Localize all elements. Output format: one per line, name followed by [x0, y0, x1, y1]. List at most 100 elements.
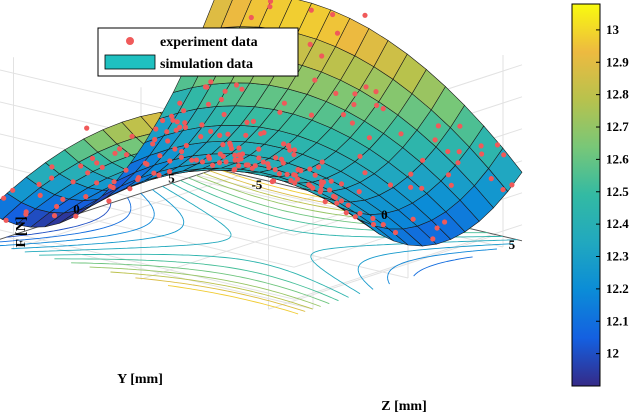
- experiment-point: [127, 186, 133, 192]
- experiment-point: [10, 187, 16, 193]
- experiment-point: [435, 123, 441, 129]
- experiment-point: [1, 195, 7, 201]
- experiment-point: [445, 148, 451, 155]
- colorbar-tick-label: 12.9: [606, 54, 629, 69]
- experiment-point: [3, 217, 9, 223]
- x-axis-label: Z [mm]: [381, 399, 427, 414]
- colorbar-tick-label: 12.7: [606, 119, 629, 134]
- colorbar: [571, 3, 601, 387]
- experiment-point: [432, 137, 438, 143]
- colorbar-tick-label: 12.1: [606, 313, 629, 328]
- experiment-point: [106, 198, 112, 204]
- experiment-point: [60, 196, 66, 202]
- experiment-point: [164, 129, 170, 135]
- experiment-point: [352, 214, 358, 220]
- experiment-point: [277, 109, 283, 115]
- experiment-point: [398, 131, 404, 137]
- experiment-point: [94, 180, 100, 186]
- colorbar-tick-label: 12.6: [606, 151, 629, 166]
- experiment-point: [333, 90, 339, 96]
- experiment-point: [445, 172, 452, 178]
- colorbar-tick-label: 12.5: [606, 184, 629, 199]
- experiment-point: [312, 172, 318, 178]
- experiment-point: [457, 123, 463, 129]
- experiment-point: [334, 200, 340, 206]
- experiment-point: [307, 166, 313, 172]
- experiment-point: [178, 154, 184, 160]
- experiment-point: [322, 199, 328, 205]
- experiment-point: [330, 11, 336, 18]
- y-tick-label: 5: [168, 171, 175, 186]
- experiment-point: [232, 157, 238, 163]
- experiment-point: [151, 170, 157, 176]
- experiment-point: [51, 213, 58, 219]
- experiment-point: [276, 171, 282, 177]
- experiment-point: [306, 182, 312, 188]
- experiment-point: [210, 162, 216, 168]
- experiment-point: [172, 146, 178, 152]
- experiment-point: [144, 161, 150, 167]
- experiment-point: [258, 131, 264, 137]
- experiment-point: [319, 159, 325, 165]
- experiment-point: [308, 112, 315, 118]
- experiment-point: [236, 163, 242, 169]
- experiment-point: [243, 132, 249, 138]
- experiment-point: [221, 111, 227, 118]
- experiment-point: [152, 136, 158, 143]
- experiment-point: [509, 182, 515, 188]
- experiment-point: [123, 152, 130, 158]
- experiment-point: [419, 185, 425, 191]
- experiment-point: [318, 187, 324, 193]
- experiment-point: [233, 82, 240, 88]
- z-axis-label: F [N]: [14, 217, 29, 248]
- experiment-point: [312, 77, 318, 83]
- experiment-point: [54, 203, 60, 210]
- experiment-point: [392, 229, 399, 236]
- experiment-point: [356, 189, 362, 195]
- experiment-point: [107, 183, 113, 189]
- experiment-point: [23, 209, 29, 215]
- experiment-point: [494, 142, 501, 148]
- experiment-point: [199, 159, 206, 165]
- experiment-point: [362, 12, 368, 18]
- contour-line: [0, 197, 473, 277]
- experiment-point: [366, 135, 372, 141]
- legend-label-experiment: experiment data: [160, 35, 258, 50]
- colorbar-tick-label: 12.4: [606, 216, 629, 231]
- contour-line: [6, 203, 112, 238]
- experiment-point: [308, 7, 314, 13]
- experiment-point: [123, 167, 129, 173]
- experiment-point: [239, 86, 245, 92]
- experiment-point: [225, 131, 231, 137]
- experiment-point: [295, 176, 301, 182]
- experiment-point: [218, 96, 224, 103]
- legend: experiment data simulation data: [97, 27, 299, 77]
- experiment-point: [448, 182, 454, 188]
- experiment-point: [340, 112, 347, 118]
- experiment-point: [85, 170, 91, 176]
- experiment-point: [183, 142, 189, 149]
- experiment-point: [478, 143, 484, 149]
- experiment-point: [136, 175, 142, 181]
- experiment-point: [153, 126, 159, 132]
- experiment-point: [49, 175, 55, 181]
- experiment-point: [129, 133, 135, 139]
- experiment-point: [434, 225, 440, 231]
- experiment-point: [220, 153, 226, 159]
- contour-line: [24, 185, 518, 295]
- experiment-point: [374, 102, 380, 108]
- experiment-point: [94, 160, 100, 166]
- contour-lines: [0, 169, 518, 315]
- experiment-point: [455, 160, 461, 166]
- colorbar-tick-label: 12.3: [606, 249, 629, 264]
- experiment-point: [370, 215, 376, 221]
- experiment-point: [206, 155, 212, 162]
- experiment-point: [84, 125, 90, 131]
- experiment-point: [181, 108, 187, 114]
- grid-line: [6, 236, 314, 310]
- experiment-point: [170, 117, 176, 123]
- colorbar-tick-label: 12.8: [606, 87, 629, 102]
- experiment-point: [73, 213, 79, 219]
- x-tick-label: 5: [509, 237, 516, 252]
